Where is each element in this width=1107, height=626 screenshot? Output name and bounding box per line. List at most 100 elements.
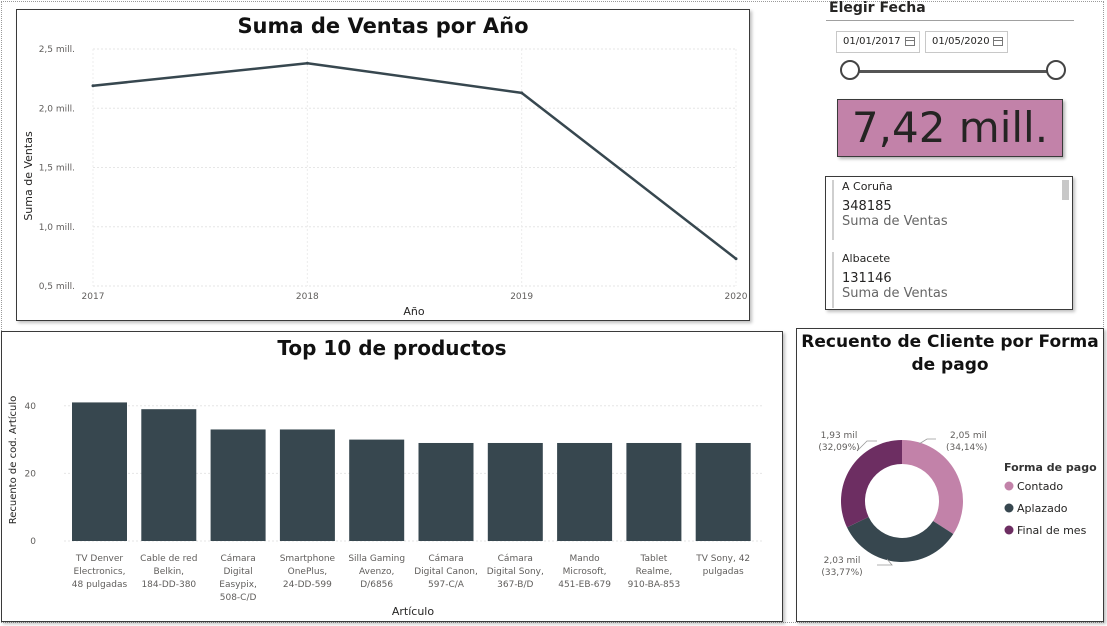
city-sales-value: 348185 <box>842 199 892 214</box>
y-tick-label: 2,0 mill. <box>39 104 75 114</box>
x-tick-label: TV Sony, 42 <box>695 554 750 564</box>
bar <box>279 429 335 541</box>
x-tick-label: 184-DD-380 <box>141 580 196 590</box>
legend-marker <box>1004 503 1014 513</box>
leader-line <box>918 438 936 445</box>
bar <box>72 402 127 541</box>
bar-chart-card[interactable]: Top 10 de productos 40 20 0 TV Denver Electr… <box>1 331 783 622</box>
city-sales-desc: Suma de Ventas <box>842 286 948 301</box>
x-tick-label: 24-DD-599 <box>283 580 332 590</box>
x-axis-title: Año <box>403 305 424 318</box>
bar <box>141 409 197 541</box>
x-tick-label: Smartphone <box>280 554 336 564</box>
x-tick-label: Cámara <box>428 554 463 564</box>
sales-line <box>92 61 737 260</box>
date-slicer-title: Elegir Fecha <box>829 0 926 16</box>
calendar-icon[interactable] <box>905 37 915 46</box>
donut-chart-title-line1: Recuento de Cliente por Forma <box>801 332 1099 352</box>
total-sales-card[interactable]: 7,42 mill. <box>837 99 1063 157</box>
y-tick-label: 1,0 mill. <box>39 223 75 233</box>
x-tick-label: Electronics, <box>74 567 126 577</box>
city-label: A Coruña <box>842 180 893 193</box>
x-tick-label: Silla Gaming <box>348 554 405 564</box>
y-axis-title: Recuento de cod. Artículo <box>7 396 19 525</box>
x-tick-label: Mando <box>569 554 600 564</box>
y-tick-label: 2,5 mill. <box>39 45 75 55</box>
donut-chart-card[interactable]: Recuento de Cliente por Forma de pago 2,… <box>796 328 1104 622</box>
donut-chart-title-line2: de pago <box>911 355 989 375</box>
calendar-icon[interactable] <box>993 37 1003 46</box>
x-tick-label: Microsoft, <box>563 567 607 577</box>
scrollbar[interactable] <box>1062 180 1069 200</box>
line-chart-card[interactable]: Suma de Ventas por Año 2,5 mill. 2,0 mill… <box>16 9 750 321</box>
x-tick-label: 48 pulgadas <box>72 580 128 590</box>
x-tick-label: Cámara <box>498 554 533 564</box>
x-tick-label: 597-C/A <box>428 580 465 590</box>
bar <box>695 442 751 541</box>
total-sales-value: 7,42 mill. <box>851 103 1049 152</box>
slice-percent-label: (34,14%) <box>946 443 987 453</box>
legend-marker <box>1004 481 1014 491</box>
slice-value-label: 2,05 mil <box>950 431 987 441</box>
bar <box>349 439 405 541</box>
leader-line <box>877 558 893 566</box>
slice-value-label: 1,93 mil <box>821 431 858 441</box>
x-tick-label: Belkin, <box>154 567 185 577</box>
legend-marker <box>1004 525 1014 535</box>
x-tick-label: 367-B/D <box>497 580 533 590</box>
leader-line <box>856 440 877 452</box>
range-end-handle[interactable] <box>1046 60 1066 80</box>
data-point <box>520 91 524 95</box>
y-tick-label: 40 <box>25 402 37 412</box>
end-date-value: 01/05/2020 <box>932 36 990 47</box>
x-tick-label: Tablet <box>639 554 667 564</box>
start-date-value: 01/01/2017 <box>843 36 901 47</box>
y-tick-label: 20 <box>25 469 37 479</box>
sales-by-city-card[interactable]: A Coruña 348185 Suma de Ventas Albacete … <box>825 176 1073 310</box>
x-tick-label: Avenzo, <box>359 567 394 577</box>
slice-value-label: 2,03 mil <box>824 556 861 566</box>
bar <box>557 442 613 541</box>
legend-item: Final de mes <box>1017 524 1087 537</box>
date-range-track[interactable] <box>850 70 1056 73</box>
donut-slice <box>902 440 963 535</box>
city-sales-value: 131146 <box>842 271 892 286</box>
legend-item: Contado <box>1017 480 1063 493</box>
data-point <box>305 61 309 65</box>
list-item: A Coruña 348185 Suma de Ventas <box>832 180 1057 240</box>
x-tick-label: Cable de red <box>140 554 197 564</box>
slice-percent-label: (32,09%) <box>818 443 859 453</box>
x-tick-label: 2018 <box>296 292 319 302</box>
start-date-input[interactable]: 01/01/2017 <box>836 31 920 53</box>
donut-chart: 2,05 mil (34,14%) 2,03 mil (33,77%) 1,93 mil… <box>818 431 1097 578</box>
x-tick-label: Easypix, <box>219 580 257 590</box>
bar <box>626 442 682 541</box>
bar <box>487 442 543 541</box>
legend-item: Aplazado <box>1017 502 1068 515</box>
bar <box>210 429 266 541</box>
line-chart-title: Suma de Ventas por Año <box>237 14 529 38</box>
bar-chart-title: Top 10 de productos <box>277 336 507 360</box>
x-tick-label: Cámara <box>220 554 255 564</box>
x-tick-label: OnePlus, <box>288 567 328 577</box>
x-tick-label: TV Denver <box>75 554 124 564</box>
y-tick-label: 0 <box>30 537 36 547</box>
end-date-input[interactable]: 01/05/2020 <box>925 31 1008 53</box>
slice-percent-label: (33,77%) <box>821 568 862 578</box>
bar-chart: 40 20 0 TV Denver Electronics, 48 pulgadas Cab… <box>7 396 764 618</box>
range-start-handle[interactable] <box>840 60 860 80</box>
x-tick-label: 910-BA-853 <box>628 580 681 590</box>
x-axis-title: Artículo <box>392 605 434 618</box>
x-tick-label: 2019 <box>510 292 533 302</box>
city-sales-desc: Suma de Ventas <box>842 214 948 229</box>
x-tick-label: 2020 <box>725 292 748 302</box>
bar <box>418 442 474 541</box>
city-label: Albacete <box>842 252 891 265</box>
y-axis-title: Suma de Ventas <box>22 131 35 221</box>
x-tick-label: D/6856 <box>360 580 393 590</box>
slicer-divider <box>826 20 1074 21</box>
list-item: Albacete 131146 Suma de Ventas <box>832 252 1057 308</box>
x-tick-label: 508-C/D <box>220 593 257 603</box>
x-tick-label: Digital Sony, <box>487 567 544 577</box>
